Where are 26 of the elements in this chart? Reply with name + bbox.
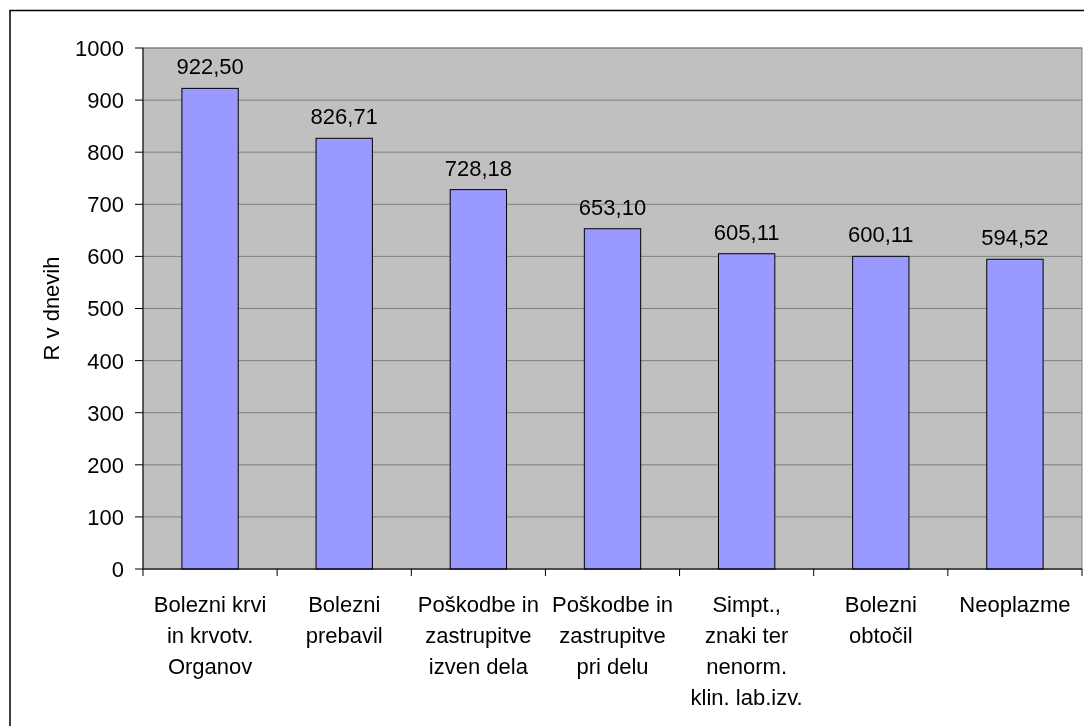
x-tick-label: Poškodbe in zastrupitve izven dela: [417, 592, 539, 679]
data-label: 922,50: [176, 54, 244, 80]
y-tick-label: 700: [87, 192, 124, 218]
x-tick-label: Bolezni obtočil: [844, 592, 917, 648]
y-tick-label: 800: [87, 140, 124, 166]
data-label: 594,52: [981, 225, 1049, 251]
data-label: 653,10: [578, 194, 647, 220]
y-tick-label: 600: [87, 244, 124, 270]
data-label: 600,11: [847, 222, 914, 248]
y-tick-label: 900: [87, 88, 124, 114]
data-label: 605,11: [713, 219, 780, 245]
y-tick-label: 1000: [75, 35, 124, 61]
data-label: 728,18: [444, 155, 513, 181]
x-tick-label: Simpt., znaki ter nenorm. klin. lab.izv.: [690, 592, 803, 710]
x-tick-label: Poškodbe in zastrupitve pri delu: [551, 592, 674, 679]
y-axis-title: R v dnevih: [39, 256, 64, 361]
y-tick-label: 200: [87, 452, 124, 478]
x-tick-label: Bolezni krvi in krvotv. Organov: [153, 592, 267, 679]
y-tick-label: 400: [87, 348, 124, 374]
y-tick-label: 500: [87, 296, 124, 322]
y-tick-label: 100: [87, 504, 124, 530]
y-tick-label: 300: [87, 400, 124, 426]
data-label: 826,71: [310, 104, 378, 130]
x-tick-label: Bolezni prebavil: [305, 592, 383, 648]
x-tick-label: Neoplazme: [959, 592, 1071, 617]
y-tick-label: 0: [111, 556, 124, 582]
